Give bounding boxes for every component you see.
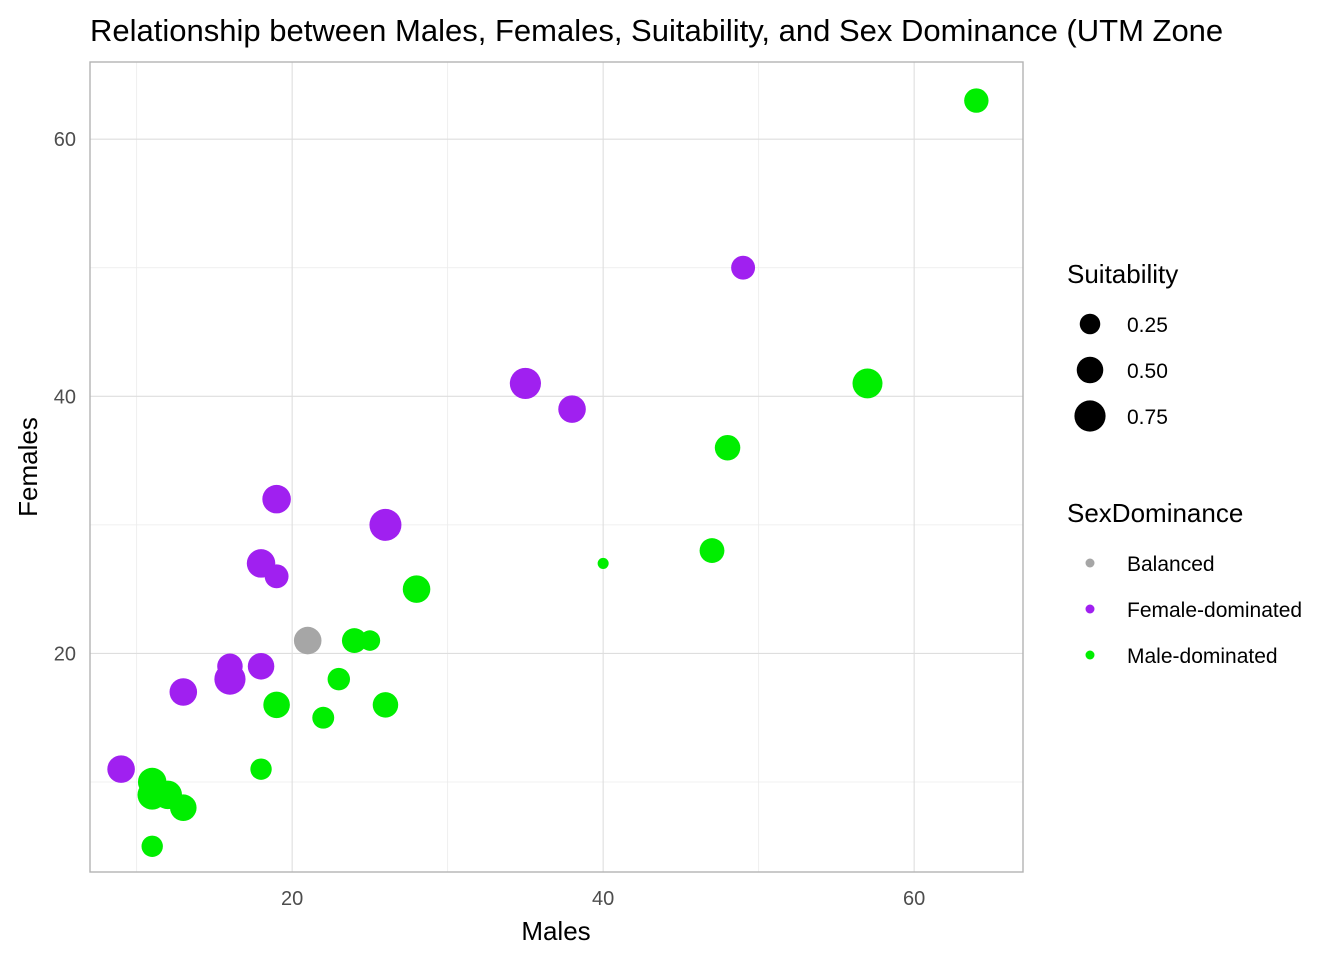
size-legend-label: 0.50 bbox=[1127, 360, 1168, 383]
data-point bbox=[250, 758, 272, 780]
data-point bbox=[509, 367, 541, 400]
data-point bbox=[341, 628, 367, 653]
y-tick-label: 20 bbox=[54, 643, 76, 665]
data-point bbox=[263, 691, 290, 719]
plot-panel-border bbox=[89, 61, 1024, 873]
color-legend-key bbox=[1085, 650, 1095, 660]
color-legend-label: Balanced bbox=[1127, 553, 1215, 576]
data-point bbox=[558, 395, 586, 423]
data-point bbox=[312, 706, 335, 729]
data-points bbox=[107, 88, 989, 857]
size-legend-label: 0.25 bbox=[1127, 314, 1168, 337]
x-tick-label: 20 bbox=[281, 888, 303, 910]
data-point bbox=[247, 653, 275, 680]
data-point bbox=[169, 678, 198, 706]
data-point bbox=[217, 653, 243, 680]
x-tick-label: 60 bbox=[903, 888, 925, 910]
y-tick-label: 40 bbox=[54, 386, 76, 408]
color-legend-label: Female-dominated bbox=[1127, 599, 1302, 622]
data-point bbox=[714, 434, 741, 461]
data-point bbox=[372, 692, 399, 718]
data-point bbox=[731, 255, 756, 280]
data-point bbox=[964, 88, 989, 113]
color-legend-title: SexDominance bbox=[1067, 498, 1243, 528]
size-legend-key bbox=[1074, 400, 1106, 432]
color-legend-label: Male-dominated bbox=[1127, 645, 1278, 668]
grid-lines bbox=[90, 62, 1023, 872]
size-legend-key bbox=[1079, 313, 1101, 335]
x-axis-title: Males bbox=[521, 916, 590, 946]
data-point bbox=[699, 538, 725, 563]
data-point bbox=[327, 667, 351, 691]
size-legend-label: 0.75 bbox=[1127, 406, 1168, 429]
y-axis-title: Females bbox=[13, 417, 43, 517]
data-point bbox=[107, 755, 135, 783]
x-tick-label: 40 bbox=[592, 888, 614, 910]
size-legend-key bbox=[1076, 356, 1104, 384]
size-legend-title: Suitability bbox=[1067, 259, 1178, 289]
color-legend-key bbox=[1085, 558, 1095, 568]
data-point bbox=[359, 630, 381, 651]
color-legend-key bbox=[1085, 604, 1095, 614]
axis-tick-labels: 20 40 60 20 40 60 bbox=[54, 129, 926, 910]
y-tick-label: 60 bbox=[54, 129, 76, 151]
data-point bbox=[264, 564, 289, 589]
data-point bbox=[369, 508, 402, 541]
data-point bbox=[141, 835, 163, 857]
data-point bbox=[597, 557, 609, 569]
data-point bbox=[262, 484, 291, 514]
color-legend: Balanced Female-dominated Male-dominated bbox=[1085, 553, 1302, 668]
data-point bbox=[852, 368, 883, 399]
data-point bbox=[402, 575, 431, 603]
data-point bbox=[293, 626, 322, 655]
size-legend: 0.25 0.50 0.75 bbox=[1074, 313, 1168, 432]
data-point bbox=[170, 794, 197, 821]
chart-title: Relationship between Males, Females, Sui… bbox=[90, 13, 1223, 48]
